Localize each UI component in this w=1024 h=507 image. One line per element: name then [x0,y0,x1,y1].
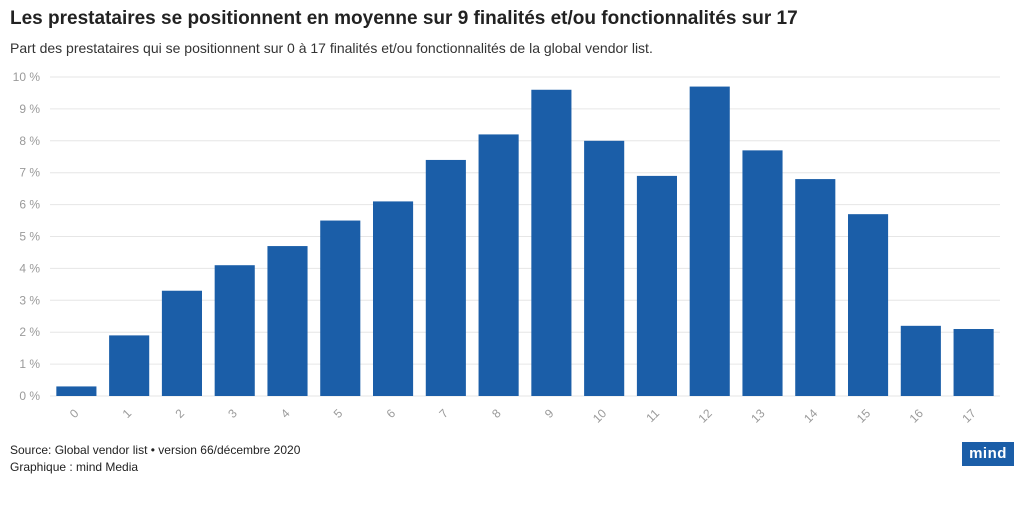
y-tick-label: 6 % [19,198,40,212]
x-tick-label: 0 [67,406,82,421]
bar-4 [267,246,308,396]
x-tick-label: 12 [695,406,715,426]
x-axis-ticks: 0 1 2 3 4 5 6 7 8 9 10 11 12 13 14 15 16 17 [67,406,979,426]
y-axis-ticks: 0 % 1 % 2 % 3 % 4 % 5 % 6 % 7 % 8 % 9 % 10 % [13,70,41,403]
bar-5 [320,220,361,396]
y-tick-label: 8 % [19,134,40,148]
y-tick-label: 1 % [19,357,40,371]
y-tick-label: 0 % [19,389,40,403]
bar-17 [953,329,994,396]
x-tick-label: 13 [748,406,768,426]
y-tick-label: 2 % [19,325,40,339]
bar-12 [689,86,730,396]
bars [56,86,994,397]
bar-15 [848,214,889,396]
y-tick-label: 7 % [19,166,40,180]
bar-7 [425,159,466,396]
x-tick-label: 4 [278,406,293,421]
x-tick-label: 14 [801,406,821,426]
bar-1 [109,335,150,396]
y-tick-label: 4 % [19,261,40,275]
x-tick-label: 8 [489,406,504,421]
x-tick-label: 6 [384,406,399,421]
bar-6 [373,201,414,396]
x-tick-label: 17 [959,406,979,426]
bar-10 [584,140,625,396]
gridlines [50,76,1000,397]
x-tick-label: 5 [331,406,346,421]
y-tick-label: 10 % [13,70,41,84]
mind-logo: mind [962,442,1014,466]
bar-0 [56,386,97,396]
y-tick-label: 5 % [19,230,40,244]
bar-8 [478,134,519,397]
bar-16 [900,325,941,396]
chart-title: Les prestataires se positionnent en moye… [10,8,798,29]
chart-subtitle: Part des prestataires qui se positionnen… [10,40,653,56]
x-tick-label: 1 [120,406,135,421]
x-tick-label: 9 [542,406,557,421]
x-tick-label: 15 [854,406,874,426]
y-tick-label: 9 % [19,102,40,116]
credit-note: Graphique : mind Media [10,460,139,474]
bar-14 [795,179,836,396]
bar-3 [214,265,255,396]
x-tick-label: 16 [907,406,927,426]
x-tick-label: 11 [643,406,662,425]
y-tick-label: 3 % [19,293,40,307]
x-tick-label: 10 [590,406,610,426]
bar-13 [742,150,783,396]
source-note: Source: Global vendor list • version 66/… [10,443,301,457]
bar-9 [531,89,572,396]
x-tick-label: 7 [436,406,451,421]
bar-2 [161,290,202,396]
x-tick-label: 3 [225,406,240,421]
x-tick-label: 2 [172,406,187,421]
bar-11 [636,175,677,396]
